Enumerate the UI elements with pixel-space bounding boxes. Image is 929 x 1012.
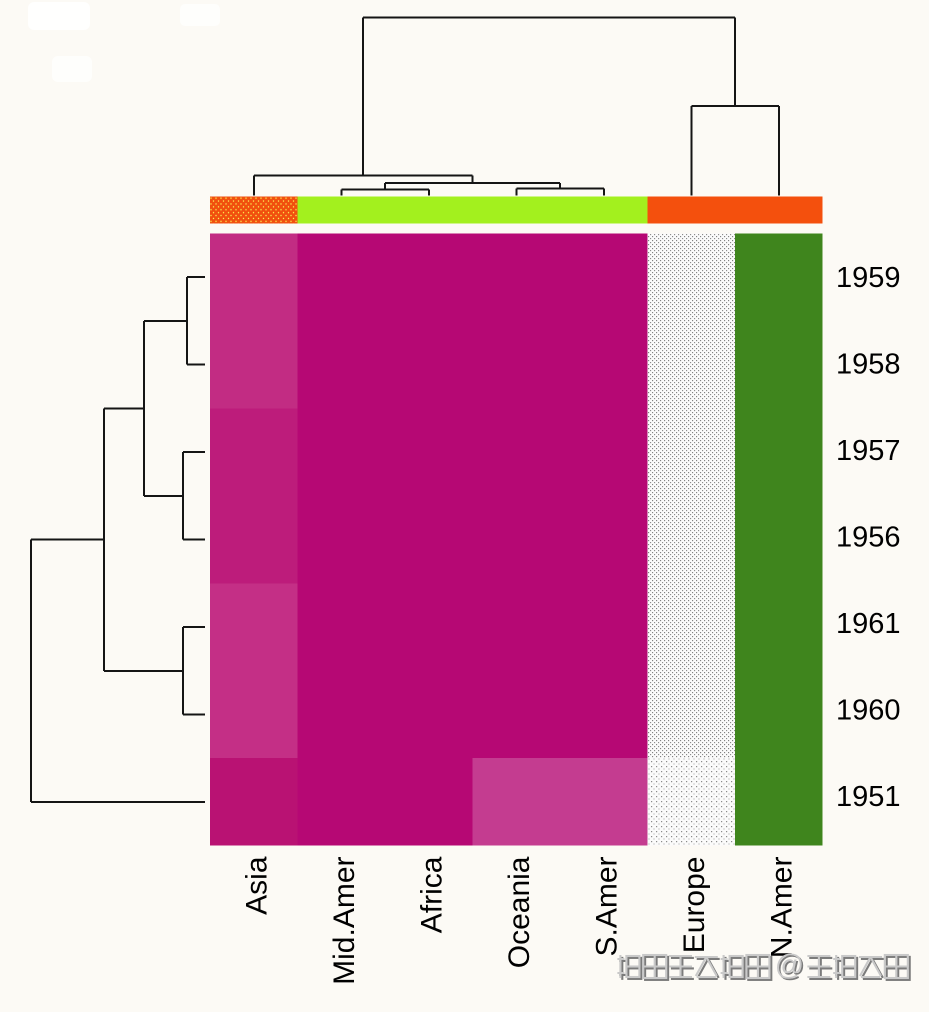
svg-text:Mid.Amer: Mid.Amer xyxy=(328,857,361,985)
svg-text:Oceania: Oceania xyxy=(503,856,536,968)
svg-text:Africa: Africa xyxy=(415,856,448,933)
svg-text:1957: 1957 xyxy=(836,435,901,467)
svg-text:1951: 1951 xyxy=(836,781,901,813)
svg-text:1959: 1959 xyxy=(836,262,901,294)
svg-text:Asia: Asia xyxy=(240,856,273,915)
svg-text:@: @ xyxy=(775,950,804,982)
svg-text:1960: 1960 xyxy=(836,695,901,727)
svg-text:N.Amer: N.Amer xyxy=(765,857,798,959)
svg-text:1961: 1961 xyxy=(836,608,901,640)
svg-text:S.Amer: S.Amer xyxy=(590,857,623,957)
svg-text:1956: 1956 xyxy=(836,521,901,553)
svg-text:Europe: Europe xyxy=(678,857,711,954)
svg-text:1958: 1958 xyxy=(836,348,901,380)
svg-text:@: @ xyxy=(776,951,805,983)
